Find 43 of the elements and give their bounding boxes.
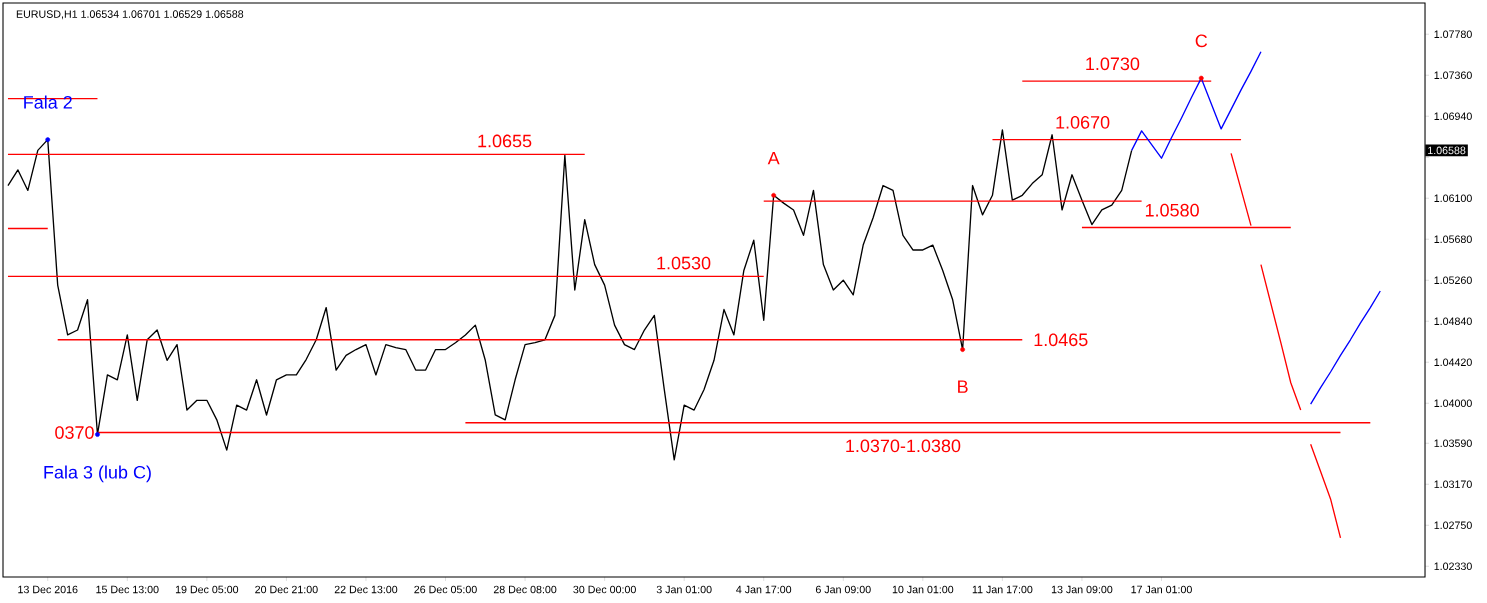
x-tick-label: 19 Dec 05:00 <box>175 585 239 594</box>
y-tick-label: 1.05260 <box>1434 276 1472 285</box>
series-label: C <box>1195 34 1208 48</box>
y-tick-label: 1.06100 <box>1434 194 1472 203</box>
series-label: Fala 2 <box>24 95 72 109</box>
y-tick-label: 1.02330 <box>1434 562 1472 571</box>
series-label: 1.0530 <box>657 256 711 270</box>
x-tick-label: 22 Dec 13:00 <box>334 585 398 594</box>
y-tick-label: 1.04000 <box>1434 399 1472 408</box>
text: Fala 3 (lub C) <box>44 465 151 483</box>
series-label: 1.0730 <box>1086 57 1140 71</box>
x-tick-label: 13 Jan 09:00 <box>1051 585 1113 594</box>
y-tick-label: 1.07360 <box>1434 71 1472 79</box>
x-tick-label: 15 Dec 13:00 <box>96 585 159 594</box>
x-tick-label: 11 Jan 17:00 <box>972 585 1033 594</box>
annotation: 1.0370-1.0380 <box>846 439 961 453</box>
x-tick-label: 17 Jan 01:00 <box>1131 585 1192 594</box>
text: 1.06588 <box>1428 146 1466 155</box>
series-label: A <box>767 151 780 165</box>
x-tick-label: 13 Dec 2016 <box>18 585 78 594</box>
y-tick-label: 1.07780 <box>1434 30 1472 38</box>
series-label: B <box>958 380 968 393</box>
x-tick-label: 4 Jan 17:00 <box>736 585 792 594</box>
y-tick-label: 1.04420 <box>1434 358 1472 367</box>
y-tick-label: 1.06940 <box>1434 112 1472 121</box>
y-tick-label: 1.04840 <box>1434 317 1472 326</box>
x-tick-label: 20 Dec 21:00 <box>255 585 318 594</box>
x-tick-label: 10 Jan 01:00 <box>892 585 954 594</box>
x-tick-label: 28 Dec 08:00 <box>493 585 557 594</box>
series-label: 1.0655 <box>478 134 532 148</box>
y-tick-label: 1.05680 <box>1434 235 1472 244</box>
x-tick-label: 26 Dec 05:00 <box>414 585 477 594</box>
series-label: 1.0670 <box>1056 115 1110 129</box>
y-tick-label: 1.03590 <box>1434 439 1472 448</box>
series-label: 0370 <box>55 426 94 439</box>
y-tick-label: 1.02750 <box>1434 521 1472 530</box>
x-tick-label: 30 Dec 00:00 <box>573 585 636 594</box>
y-tick-label: 1.03170 <box>1434 480 1472 489</box>
series-label: 1.0465 <box>1034 333 1088 347</box>
x-tick-label: 6 Jan 09:00 <box>815 585 871 594</box>
x-tick-label: 3 Jan 01:00 <box>656 585 712 594</box>
series-label: 1.0580 <box>1145 203 1199 217</box>
text: EURUSD,H1 1.06534 1.06701 1.06529 1.06588 <box>16 10 244 20</box>
